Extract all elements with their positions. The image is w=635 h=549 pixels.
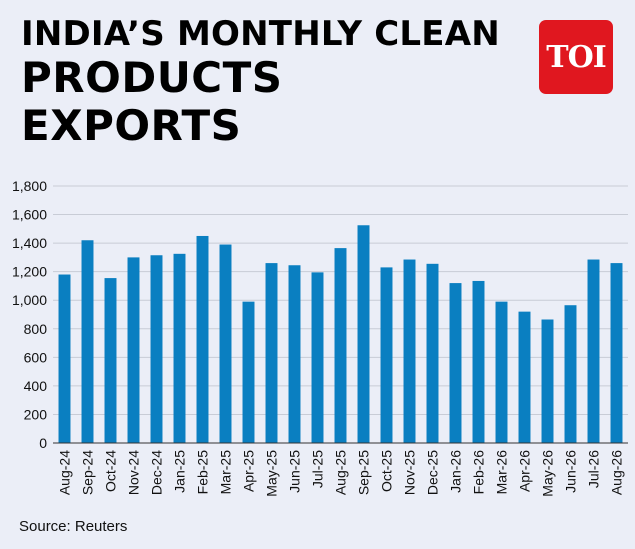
toi-logo: TOI: [539, 20, 613, 94]
bar: [173, 253, 186, 443]
bar: [518, 311, 531, 443]
x-tick-label: Jun-26: [563, 450, 579, 493]
bar: [81, 240, 94, 443]
x-tick-label: May-26: [540, 450, 556, 497]
bar: [219, 244, 232, 443]
x-tick-label: Jun-25: [287, 450, 303, 493]
bar: [311, 272, 324, 443]
y-tick-label: 1,200: [12, 264, 47, 280]
bar: [380, 267, 393, 443]
bar-chart: 0 200 400 600 800 1,000 1,200 1,400 1,600 1,800 Au…: [12, 178, 628, 497]
x-tick-label: Aug-26: [609, 450, 625, 495]
y-tick-label: 800: [24, 321, 48, 337]
x-tick-label: Feb-26: [471, 450, 487, 495]
title-line-1: INDIA’S MONTHLY CLEAN: [21, 14, 500, 54]
bar: [610, 263, 623, 443]
y-tick-label: 1,800: [12, 178, 47, 194]
bar: [426, 263, 439, 443]
x-tick-label: Mar-25: [218, 450, 234, 495]
x-tick-label: Jul-25: [310, 450, 326, 488]
bar: [104, 278, 117, 443]
bar: [403, 259, 416, 443]
x-tick-label: Aug-25: [333, 450, 349, 495]
bar: [357, 225, 370, 443]
x-tick-label: Sep-24: [80, 450, 96, 495]
x-tick-label: Oct-25: [379, 450, 395, 492]
bar: [449, 283, 462, 443]
bar: [495, 301, 508, 443]
bar: [472, 280, 485, 443]
bar: [541, 319, 554, 443]
bar: [334, 248, 347, 443]
y-tick-label: 200: [24, 406, 48, 422]
x-tick-label: Nov-25: [402, 450, 418, 495]
bar: [288, 265, 301, 443]
x-tick-label: Apr-25: [241, 450, 257, 492]
title-line-3: EXPORTS: [21, 101, 242, 150]
x-tick-label: Oct-24: [103, 450, 119, 492]
y-tick-label: 0: [39, 435, 47, 451]
bar: [58, 274, 71, 443]
y-tick-label: 1,600: [12, 207, 47, 223]
x-tick-label: Aug-24: [57, 450, 73, 495]
x-tick-label: Nov-24: [126, 450, 142, 495]
toi-logo-text: TOI: [546, 39, 606, 75]
bar: [127, 257, 140, 443]
x-tick-label: Mar-26: [494, 450, 510, 495]
bar: [242, 301, 255, 443]
x-tick-label: Feb-25: [195, 450, 211, 495]
y-tick-label: 1,400: [12, 235, 47, 251]
x-tick-label: Sep-25: [356, 450, 372, 495]
y-tick-label: 400: [24, 378, 48, 394]
x-tick-label: Apr-26: [517, 450, 533, 492]
x-tick-label: May-25: [264, 450, 280, 497]
x-tick-label: Dec-25: [425, 450, 441, 495]
chart-title: INDIA’S MONTHLY CLEAN PRODUCTS EXPORTS: [21, 14, 500, 150]
bar: [587, 259, 600, 443]
x-tick-label: Jan-26: [448, 450, 464, 493]
bar: [150, 255, 163, 443]
x-tick-label: Jul-26: [586, 450, 602, 488]
bar: [564, 305, 577, 443]
x-tick-label: Dec-24: [149, 450, 165, 495]
source-note: Source: Reuters: [19, 518, 128, 535]
bar: [265, 263, 278, 443]
title-line-2: PRODUCTS: [21, 53, 283, 102]
y-tick-label: 600: [24, 349, 48, 365]
x-tick-label: Jan-25: [172, 450, 188, 493]
bar: [196, 235, 209, 443]
y-tick-label: 1,000: [12, 292, 47, 308]
